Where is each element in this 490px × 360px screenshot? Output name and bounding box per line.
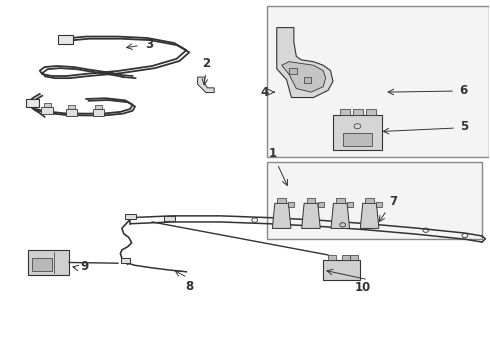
Bar (267, 162, 482, 239)
Bar (323, 260, 360, 280)
Bar (289, 202, 294, 207)
Text: 9: 9 (80, 260, 89, 273)
Bar (277, 198, 286, 203)
Bar (336, 198, 344, 203)
Bar (125, 214, 136, 220)
Bar (267, 6, 490, 157)
Bar (365, 198, 374, 203)
Polygon shape (282, 62, 326, 92)
Bar (41, 107, 53, 114)
Bar (340, 109, 350, 116)
Bar (307, 198, 316, 203)
Bar (353, 109, 363, 116)
Text: 1: 1 (269, 147, 277, 160)
Bar (58, 35, 73, 44)
Bar (68, 105, 75, 109)
Bar (318, 202, 324, 207)
Text: 5: 5 (460, 121, 468, 134)
Bar (27, 250, 69, 275)
Bar (121, 258, 130, 264)
Bar (44, 103, 50, 107)
Bar (304, 77, 312, 83)
Polygon shape (197, 77, 214, 93)
Bar (93, 109, 104, 116)
Polygon shape (302, 203, 320, 228)
Bar (347, 202, 353, 207)
Bar (32, 258, 52, 271)
Bar (342, 255, 350, 260)
Bar (164, 216, 174, 221)
Text: 2: 2 (202, 57, 210, 69)
Text: 10: 10 (355, 281, 371, 294)
Bar (366, 109, 376, 116)
Bar (66, 109, 77, 116)
Polygon shape (277, 28, 333, 98)
Bar (333, 116, 382, 149)
Polygon shape (360, 203, 379, 228)
Bar (343, 134, 372, 146)
Bar (95, 105, 102, 109)
Bar (328, 255, 336, 260)
Polygon shape (331, 203, 349, 228)
Text: 6: 6 (459, 84, 467, 97)
Bar (350, 255, 358, 260)
Bar (26, 99, 39, 107)
Text: 3: 3 (145, 38, 153, 51)
Text: 8: 8 (186, 280, 194, 293)
Text: 4: 4 (261, 86, 269, 99)
Bar (376, 202, 382, 207)
Bar (289, 68, 297, 74)
Polygon shape (272, 203, 291, 228)
Text: 7: 7 (389, 195, 397, 208)
